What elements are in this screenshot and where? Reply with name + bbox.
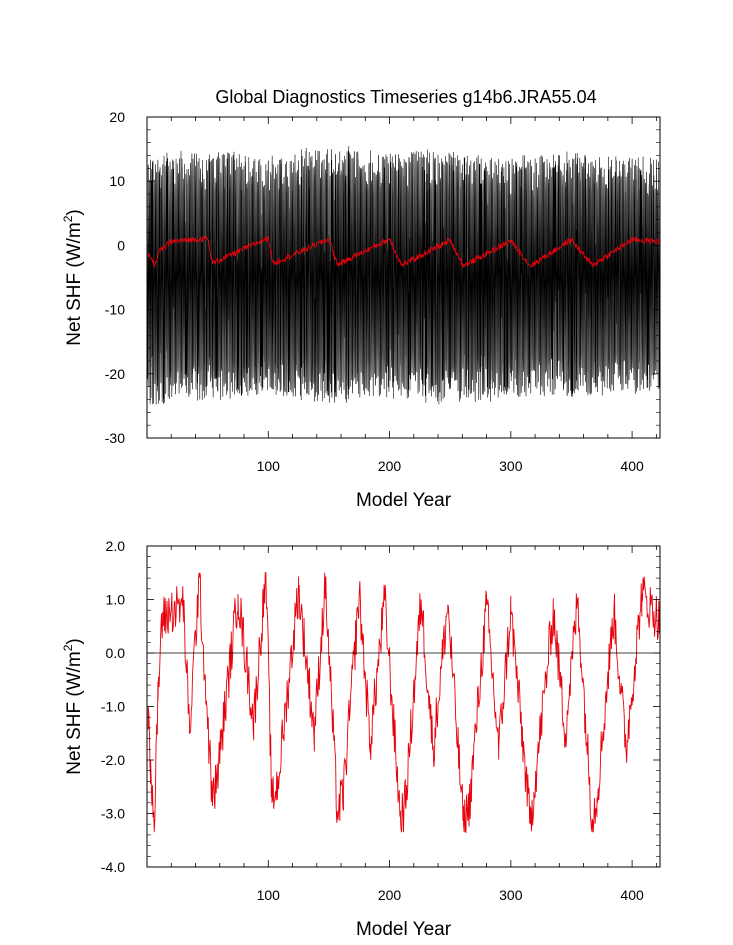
y-tick-label: -1.0 (101, 699, 125, 715)
plot-frame (146, 116, 661, 439)
y-axis-title: Net SHF (W/m2) (61, 638, 85, 775)
x-tick-label: 100 (257, 887, 281, 903)
y-tick-label: -4.0 (101, 859, 125, 875)
x-tick-label: 300 (499, 887, 523, 903)
y-tick-label: 0 (117, 237, 125, 253)
y-tick-label: 20 (109, 109, 125, 125)
y-tick-label: 10 (109, 173, 125, 189)
y-axis-title: Net SHF (W/m2) (61, 209, 85, 346)
series-annual (147, 572, 660, 834)
x-tick-label: 400 (620, 887, 644, 903)
x-tick-label: 100 (257, 458, 281, 474)
y-tick-label: 0.0 (106, 645, 126, 661)
x-axis-title: Model Year (356, 490, 452, 511)
plot-title: Global Diagnostics Timeseries g14b6.JRA5… (215, 87, 596, 107)
series-monthly (147, 146, 660, 405)
plot-area (147, 146, 660, 405)
y-tick-label: -3.0 (101, 806, 125, 822)
x-tick-label: 400 (620, 458, 644, 474)
y-tick-label: -10 (105, 302, 125, 318)
x-tick-label: 200 (378, 458, 402, 474)
plot-area (147, 572, 660, 834)
x-axis-title: Model Year (356, 919, 452, 940)
y-tick-label: -20 (105, 366, 125, 382)
series-annual (147, 235, 660, 269)
y-tick-label: -30 (105, 430, 125, 446)
y-tick-label: 2.0 (106, 538, 126, 554)
y-tick-label: 1.0 (106, 592, 126, 608)
y-tick-label: -2.0 (101, 752, 125, 768)
x-tick-label: 300 (499, 458, 523, 474)
chart-panel-2: 100 200 300 400 -4.0 -3.0 -2.0 -1.0 0.0 1.0 2.0 Mod… (61, 538, 661, 940)
x-tick-label: 200 (378, 887, 402, 903)
chart-panel-1: 100 200 300 400 -30 -20 -10 0 10 20 Model Year Net … (61, 109, 661, 511)
